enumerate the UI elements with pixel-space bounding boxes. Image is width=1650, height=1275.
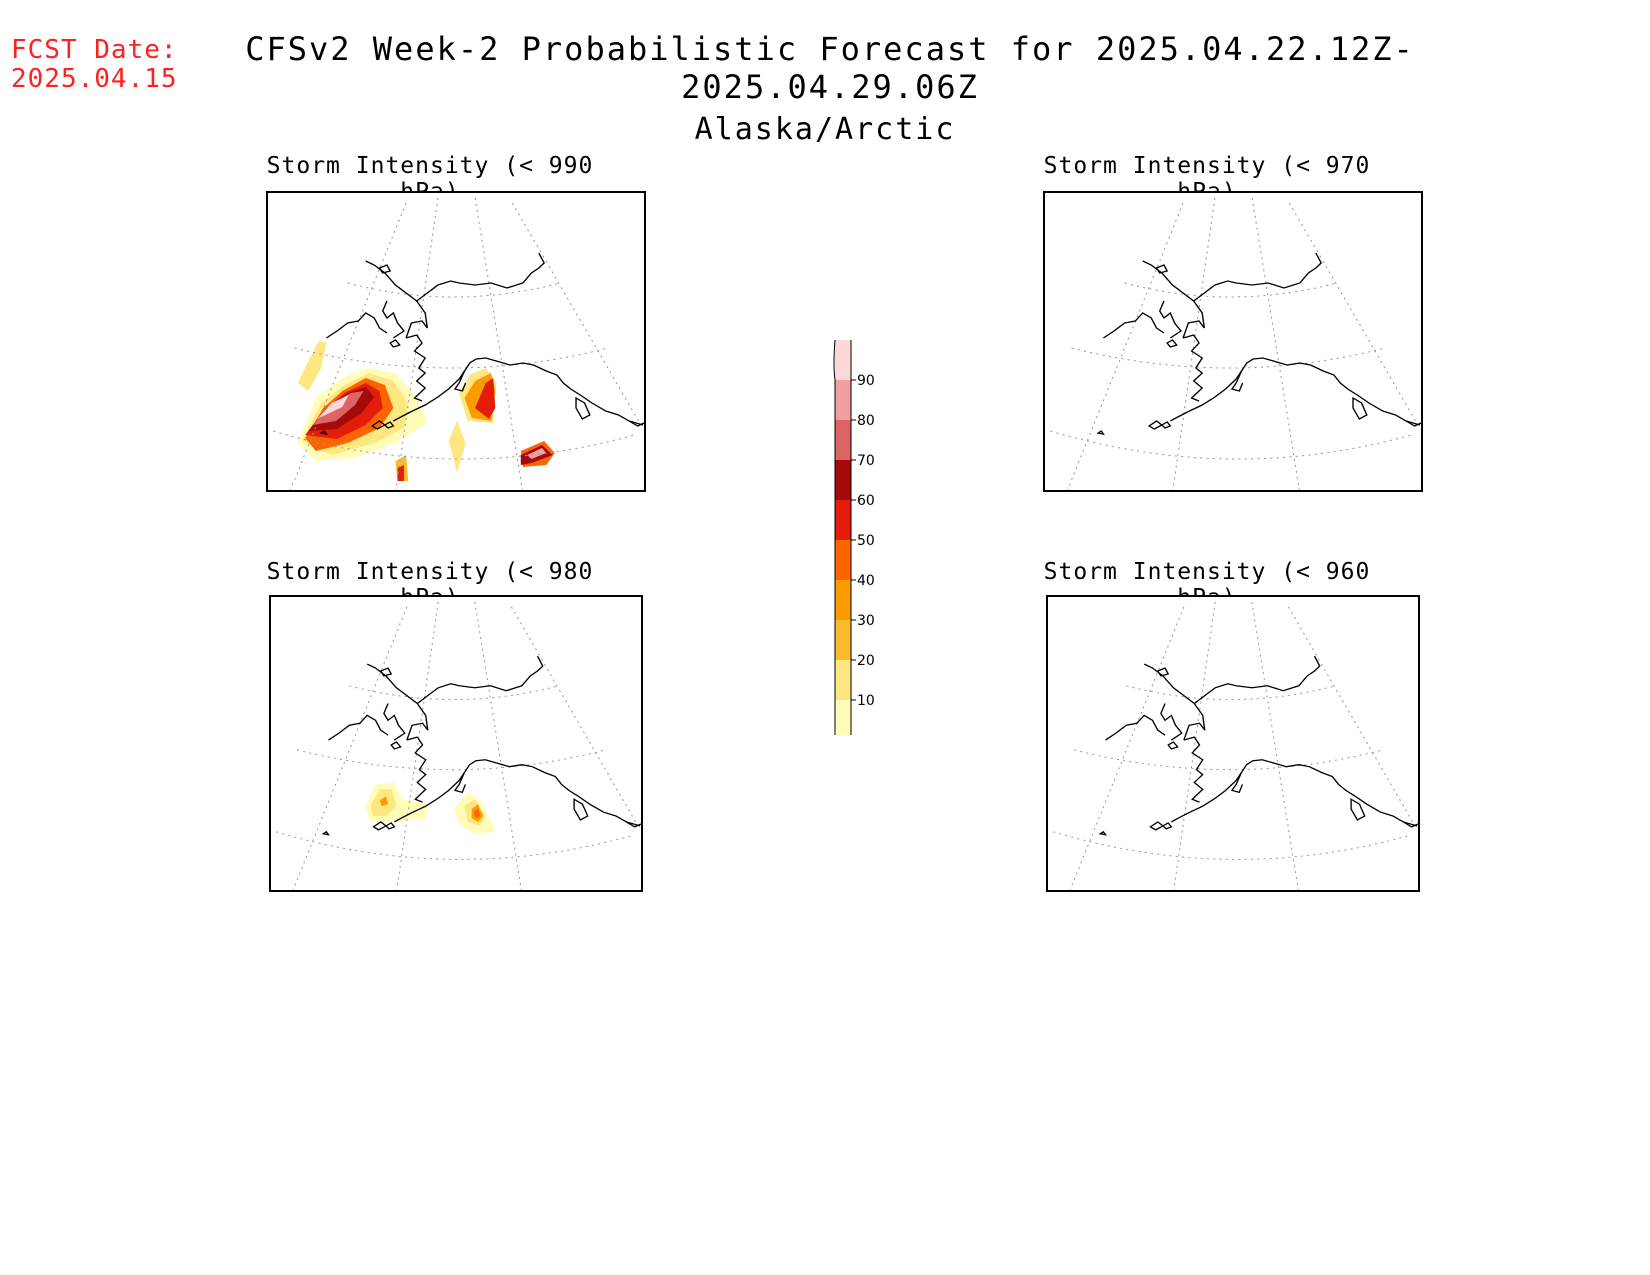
figure-title: CFSv2 Week-2 Probabilistic Forecast for … [0, 30, 1650, 147]
colorbar-label: 10 [857, 693, 875, 709]
probability-colorbar: 10 20 30 40 50 60 70 80 90 [833, 339, 875, 735]
alaska-coastline [1096, 252, 1421, 435]
prob-area-central-10 [448, 421, 466, 473]
map-panel-970 [1043, 191, 1423, 492]
prob-area-gulf-50 [473, 808, 481, 818]
colorbar-label: 90 [857, 373, 875, 389]
colorbar-bin [835, 540, 851, 580]
prob-area-gulf-60 [475, 378, 496, 419]
colorbar-label: 50 [857, 533, 875, 549]
colorbar-bin [835, 380, 851, 420]
alaska-coastline [321, 655, 641, 836]
fcst-date-caption: FCST Date: [11, 35, 178, 65]
graticule [273, 197, 641, 490]
map-panel-960 [1046, 595, 1420, 892]
colorbar-label: 20 [857, 653, 875, 669]
forecast-date-label: FCST Date: 2025.04.15 [11, 36, 178, 94]
prob-area-west-90 [316, 395, 349, 419]
colorbar-bin [835, 460, 851, 500]
colorbar-label: 70 [857, 453, 875, 469]
graticule [1053, 601, 1415, 890]
colorbar-label: 60 [857, 493, 875, 509]
fcst-date-value: 2025.04.15 [11, 64, 178, 94]
graticule [1050, 197, 1418, 490]
region-subtitle: Alaska/Arctic [694, 112, 956, 147]
map-panel-980 [269, 595, 643, 892]
alaska-coastline [1098, 655, 1418, 836]
colorbar-bin [835, 500, 851, 540]
prob-area-central-50 [397, 465, 404, 481]
colorbar-bin [835, 340, 851, 380]
prob-area-west-edge [297, 341, 327, 391]
colorbar-bin [835, 420, 851, 460]
colorbar-bin [835, 660, 851, 700]
prob-area-se-90 [527, 448, 547, 459]
map-panel-990 [266, 191, 646, 492]
main-title: CFSv2 Week-2 Probabilistic Forecast for … [245, 30, 1415, 106]
colorbar-label: 30 [857, 613, 875, 629]
alaska-coastline [319, 252, 644, 435]
colorbar-label: 40 [857, 573, 875, 589]
colorbar-label: 80 [857, 413, 875, 429]
colorbar-bin [835, 580, 851, 620]
graticule [276, 601, 638, 890]
colorbar-bin [835, 620, 851, 660]
prob-area-west-40 [379, 796, 389, 807]
colorbar-bin [835, 700, 851, 735]
